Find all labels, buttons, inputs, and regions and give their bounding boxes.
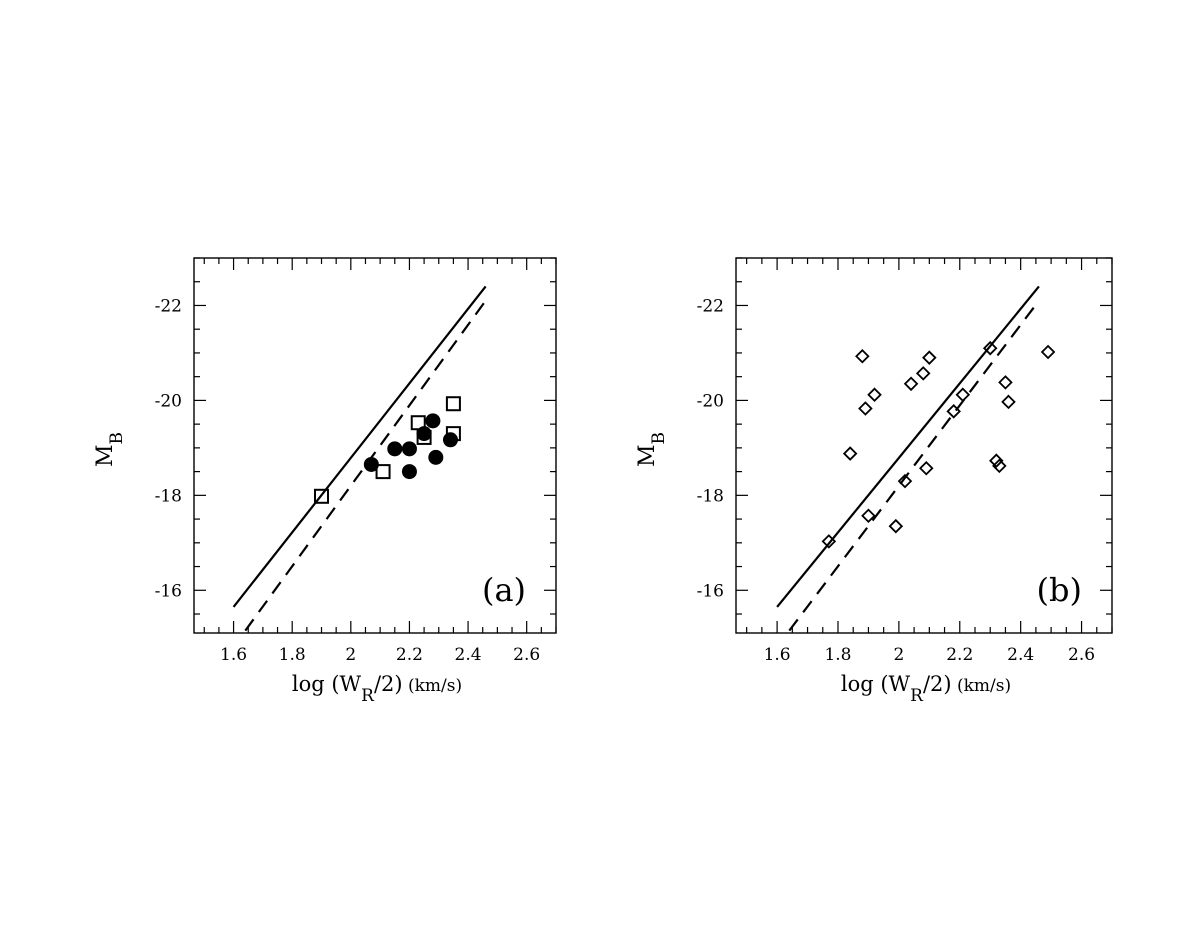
y-tick-label: -18 xyxy=(155,486,182,506)
open-diamond-point xyxy=(855,348,870,364)
x-tick-label: 1.6 xyxy=(220,645,247,665)
open-diamond-point xyxy=(946,404,961,419)
open-diamond-point xyxy=(858,401,873,416)
open-diamond-point xyxy=(897,473,913,489)
open-diamond-point xyxy=(888,518,904,534)
x-tick-label: 1.8 xyxy=(824,645,851,665)
x-tick-label: 1.6 xyxy=(764,645,791,665)
y-tick-label: -16 xyxy=(697,581,724,601)
filled-circle-point xyxy=(363,456,379,472)
open-diamond-point xyxy=(903,376,919,392)
filled-circle-point xyxy=(401,441,417,457)
open-diamond-point xyxy=(998,375,1013,390)
open-diamond-point xyxy=(989,453,1004,468)
open-square-point xyxy=(314,488,330,504)
x-tick-label: 2.2 xyxy=(946,645,973,665)
panel-label: (b) xyxy=(1037,571,1082,609)
open-diamond-point xyxy=(955,387,971,402)
open-diamond-point xyxy=(922,350,937,365)
panel-b: 1.6 1.8 2 2.2 2.4 2.6 -16 -18 -20 -22 log (WR/2) (… xyxy=(635,257,1113,706)
x-axis-label: log (WR/2) (km/s) xyxy=(292,672,462,706)
panel-label: (a) xyxy=(482,571,526,609)
filled-circle-point xyxy=(387,441,403,457)
x-axis-label: log (WR/2) (km/s) xyxy=(841,672,1011,706)
open-diamond-point xyxy=(992,458,1007,474)
y-tick-label: -22 xyxy=(697,296,724,316)
x-tick-label: 2.2 xyxy=(396,645,423,665)
open-diamond-point xyxy=(915,366,931,381)
filled-circle-point xyxy=(401,464,417,480)
open-diamond-point xyxy=(821,534,837,549)
open-diamond-point xyxy=(867,387,882,402)
open-square-point xyxy=(375,464,391,480)
dashed-relation-line xyxy=(788,300,1040,632)
solid-relation-line xyxy=(776,285,1040,608)
y-tick-label: -18 xyxy=(697,486,724,506)
y-tick-label: -20 xyxy=(697,391,724,411)
x-tick-label: 2.6 xyxy=(1068,645,1095,665)
open-diamond-point xyxy=(861,508,876,524)
y-tick-label: -16 xyxy=(155,581,182,601)
x-tick-label: 2.6 xyxy=(513,645,540,665)
x-tick-label: 2 xyxy=(345,645,356,665)
open-diamond-point xyxy=(919,461,934,476)
y-axis-label: MB xyxy=(635,432,669,467)
open-square-point xyxy=(416,429,432,445)
y-tick-label: -20 xyxy=(155,391,182,411)
y-axis-label: MB xyxy=(93,432,127,467)
open-diamond-point xyxy=(1001,394,1016,410)
y-tick-label: -22 xyxy=(155,296,182,316)
x-tick-label: 2.4 xyxy=(455,645,482,665)
filled-circle-point xyxy=(428,449,444,465)
x-tick-label: 2 xyxy=(893,645,904,665)
open-square-point xyxy=(410,415,426,431)
open-square-point xyxy=(445,426,461,442)
plot-frame xyxy=(193,257,557,634)
x-tick-label: 1.8 xyxy=(279,645,306,665)
panel-a: 1.6 1.8 2 2.2 2.4 2.6 -16 -18 -20 -22 log (WR/2) (… xyxy=(93,257,557,706)
open-diamond-point xyxy=(1040,344,1056,360)
solid-relation-line xyxy=(232,285,487,608)
open-square-point xyxy=(445,396,461,412)
open-diamond-point xyxy=(982,340,998,356)
x-tick-label: 2.4 xyxy=(1007,645,1034,665)
plot-frame xyxy=(735,257,1113,634)
filled-circle-point xyxy=(425,413,441,429)
open-diamond-point xyxy=(842,446,858,461)
